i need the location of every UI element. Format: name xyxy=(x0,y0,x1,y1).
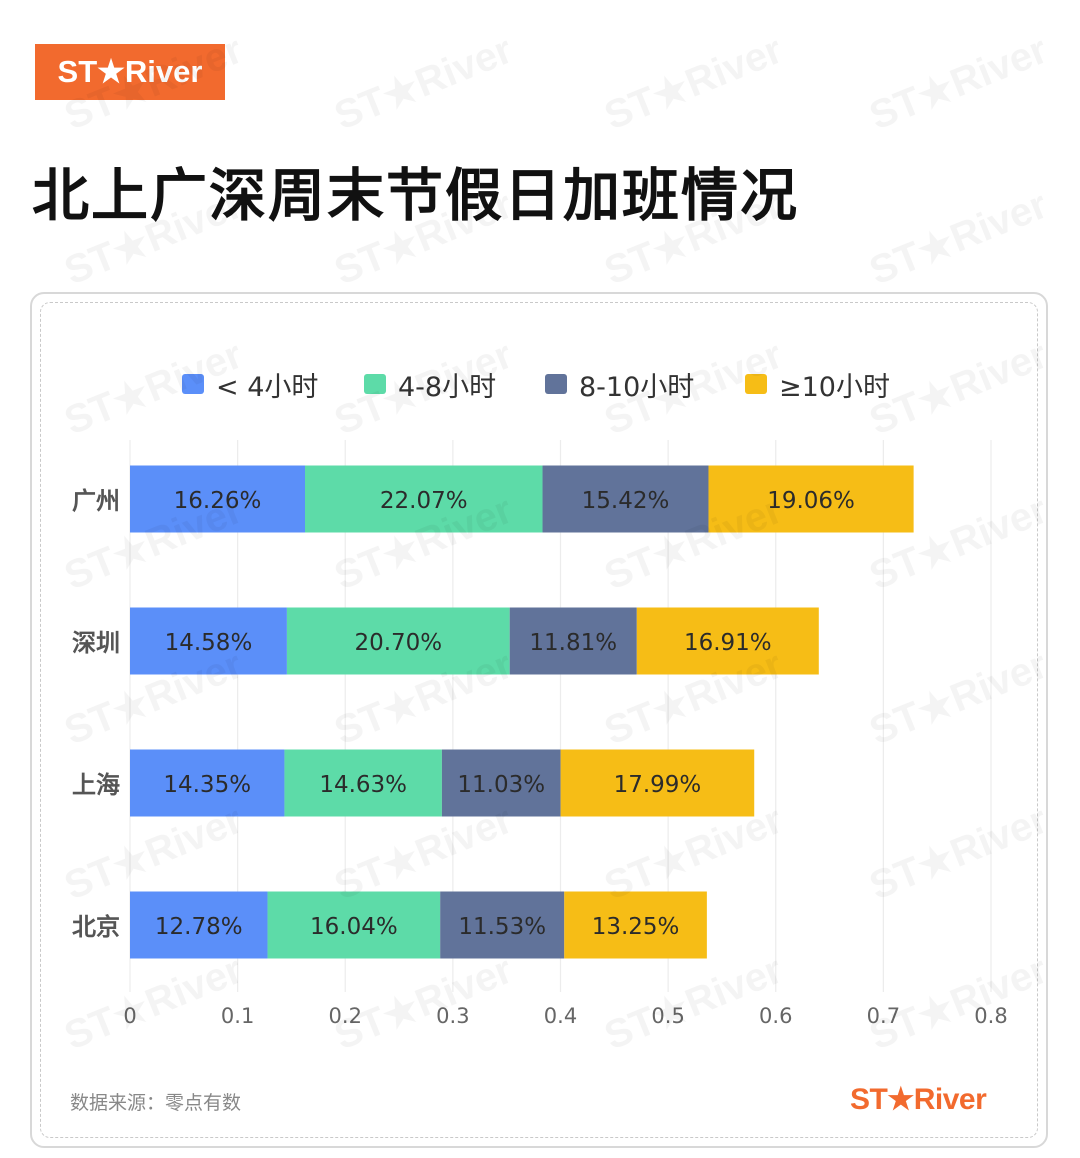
bar-data-label: 16.26% xyxy=(174,488,262,514)
y-category-label: 深圳 xyxy=(72,629,120,657)
y-category-label: 上海 xyxy=(72,771,120,799)
chart-card xyxy=(30,292,1048,1148)
legend-swatch-lt4 xyxy=(182,374,204,394)
legend-label-8-10: 8-10小时 xyxy=(579,371,695,403)
x-tick-label: 0.8 xyxy=(974,1004,1007,1028)
x-tick-label: 0.6 xyxy=(759,1004,792,1028)
y-category-label: 北京 xyxy=(72,913,120,941)
bar-data-label: 14.63% xyxy=(319,772,407,798)
bar-data-label: 11.03% xyxy=(457,772,545,798)
bar-segment xyxy=(509,607,637,675)
bar-segment xyxy=(130,749,285,817)
legend-item-ge10: ≥10小时 xyxy=(745,364,890,404)
legend-swatch-4-8 xyxy=(364,374,386,394)
chart-card-dashed-border xyxy=(40,302,1038,1138)
bar-data-label: 14.35% xyxy=(163,772,251,798)
bar-data-label: 12.78% xyxy=(155,914,243,940)
bar-segment xyxy=(441,749,561,817)
bar-data-label: 19.06% xyxy=(767,488,855,514)
bar-data-label: 16.91% xyxy=(684,630,772,656)
bar-data-label: 14.58% xyxy=(165,630,253,656)
bar-data-label: 11.81% xyxy=(529,630,617,656)
bar-segment xyxy=(284,749,442,817)
bar-segment xyxy=(286,607,510,675)
bar-segment xyxy=(560,749,755,817)
bar-segment xyxy=(130,465,305,533)
page-title: 北上广深周末节假日加班情况 xyxy=(32,162,799,229)
bar-segment xyxy=(304,465,543,533)
legend-item-lt4: < 4小时 xyxy=(182,364,318,404)
legend-label-ge10: ≥10小时 xyxy=(779,371,890,403)
x-tick-label: 0.5 xyxy=(651,1004,684,1028)
legend-item-8-10: 8-10小时 xyxy=(545,364,694,404)
brand-logo: ST★River xyxy=(35,44,225,100)
data-source-note: 数据来源：零点有数 xyxy=(70,1092,242,1114)
legend-label-lt4: < 4小时 xyxy=(216,371,319,403)
legend-swatch-ge10 xyxy=(745,374,767,394)
x-tick-label: 0.1 xyxy=(221,1004,254,1028)
x-tick-label: 0 xyxy=(123,1004,136,1028)
bar-data-label: 16.04% xyxy=(310,914,398,940)
x-tick-label: 0.2 xyxy=(329,1004,362,1028)
x-tick-label: 0.7 xyxy=(867,1004,900,1028)
bar-segment xyxy=(130,607,287,675)
bar-data-label: 20.70% xyxy=(354,630,442,656)
bar-data-label: 15.42% xyxy=(582,488,670,514)
x-tick-label: 0.4 xyxy=(544,1004,577,1028)
bar-data-label: 13.25% xyxy=(592,914,680,940)
bar-data-label: 22.07% xyxy=(380,488,468,514)
legend-item-4-8: 4-8小时 xyxy=(364,364,496,404)
bar-segment xyxy=(708,465,914,533)
chart-legend: < 4小时 4-8小时 8-10小时 ≥10小时 xyxy=(0,364,1080,404)
bar-segment xyxy=(130,891,268,959)
bar-segment xyxy=(267,891,441,959)
bar-segment xyxy=(542,465,709,533)
bar-segment xyxy=(440,891,565,959)
x-tick-label: 0.3 xyxy=(436,1004,469,1028)
bar-segment xyxy=(636,607,819,675)
legend-label-4-8: 4-8小时 xyxy=(398,371,497,403)
footer-logo: ST★River xyxy=(850,1083,987,1116)
bar-data-label: 17.99% xyxy=(614,772,702,798)
legend-swatch-8-10 xyxy=(545,374,567,394)
bar-data-label: 11.53% xyxy=(458,914,546,940)
bar-segment xyxy=(564,891,707,959)
y-category-label: 广州 xyxy=(72,487,120,515)
